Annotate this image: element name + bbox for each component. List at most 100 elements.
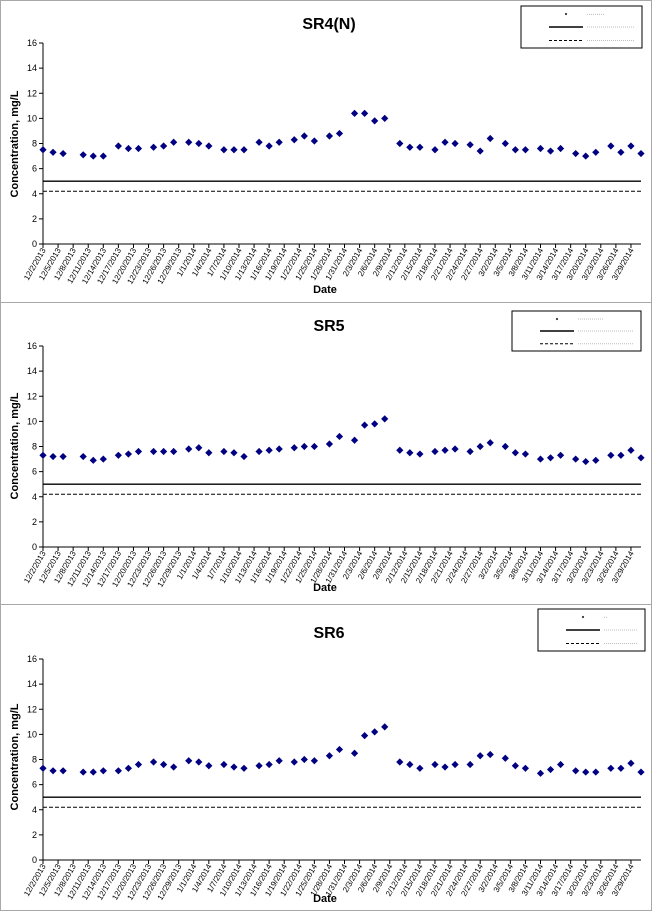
data-point	[240, 146, 248, 154]
chart-panel-sr5: SR5 Concentration, mg/L Date 0 2 4 6 8 10 12 14…	[0, 302, 652, 605]
data-point	[486, 750, 494, 759]
y-tick-label: 0	[32, 239, 37, 249]
data-point	[99, 767, 107, 775]
y-axis-label: Concentration, mg/L	[9, 90, 21, 197]
data-point	[521, 450, 530, 458]
data-point	[124, 450, 133, 458]
data-point	[451, 445, 459, 453]
data-point	[572, 149, 580, 158]
data-point	[59, 149, 67, 158]
data-point	[607, 764, 615, 772]
x-axis-label: Date	[313, 284, 337, 296]
data-point	[160, 760, 168, 769]
data-point	[637, 768, 645, 776]
data-point	[350, 109, 359, 117]
data-point	[205, 449, 213, 457]
data-point	[114, 767, 122, 775]
data-point	[185, 757, 193, 765]
data-point	[627, 446, 635, 454]
data-point	[99, 152, 107, 160]
data-point	[466, 141, 474, 149]
data-point	[350, 749, 359, 757]
data-point	[406, 449, 414, 457]
data-point	[572, 455, 580, 463]
y-tick-label: 8	[32, 139, 37, 149]
data-point	[466, 447, 474, 456]
y-tick-label: 0	[32, 542, 37, 552]
data-point	[170, 763, 178, 771]
data-point	[441, 446, 449, 454]
y-tick-label: 6	[32, 467, 37, 477]
data-point	[350, 436, 359, 444]
data-point	[416, 450, 424, 458]
data-point	[431, 447, 439, 456]
chart-sr5: SR5 Concentration, mg/L Date 0 2 4 6 8 10 12 14…	[9, 310, 645, 594]
data-point	[310, 757, 318, 765]
data-point	[441, 763, 449, 771]
data-point	[371, 728, 379, 736]
data-point	[361, 109, 369, 117]
data-point	[59, 452, 67, 461]
data-point	[89, 152, 97, 160]
data-point	[290, 136, 298, 144]
data-point	[195, 444, 203, 452]
data-point	[486, 439, 494, 447]
data-point	[592, 456, 600, 464]
y-tick-label: 14	[27, 63, 37, 73]
data-point	[627, 759, 635, 767]
y-tick-label: 6	[32, 780, 37, 790]
data-point	[114, 142, 122, 150]
data-point	[476, 752, 484, 760]
data-point	[396, 139, 404, 148]
data-point	[486, 134, 494, 143]
y-tick-label: 14	[27, 679, 37, 689]
data-point	[431, 146, 439, 154]
data-point	[240, 452, 248, 461]
chart-title: SR6	[313, 625, 344, 642]
data-point	[290, 444, 298, 452]
data-point	[546, 147, 555, 155]
data-point	[476, 147, 484, 155]
chart-sr4n: SR4(N) Concentration, mg/L Date 0 2 4 6 8 10 1…	[9, 5, 645, 296]
data-point	[220, 146, 228, 154]
y-tick-label: 12	[27, 391, 37, 401]
data-point	[572, 767, 580, 775]
data-point	[501, 139, 509, 148]
data-point	[637, 454, 645, 462]
data-point	[49, 767, 57, 775]
data-point	[451, 760, 459, 769]
data-point	[637, 149, 645, 158]
data-point	[371, 420, 379, 428]
data-point	[49, 148, 57, 156]
data-point	[441, 138, 449, 146]
data-point	[627, 142, 635, 150]
y-tick-label: 12	[27, 704, 37, 714]
data-point	[406, 143, 414, 151]
data-point	[185, 138, 193, 146]
data-point	[39, 764, 47, 772]
data-point	[205, 142, 213, 150]
data-point	[185, 445, 193, 453]
data-point	[89, 768, 97, 776]
data-point	[59, 767, 67, 775]
y-tick-label: 8	[32, 442, 37, 452]
y-tick-label: 6	[32, 164, 37, 174]
data-point	[255, 447, 263, 456]
data-point	[79, 768, 87, 776]
data-point	[556, 144, 565, 153]
y-axis-label: Concentration, mg/L	[9, 703, 21, 810]
data-point	[476, 442, 484, 451]
y-tick-label: 2	[32, 830, 37, 840]
data-point	[451, 139, 459, 148]
data-point	[124, 144, 133, 153]
data-point	[396, 446, 404, 454]
data-point	[310, 442, 318, 451]
data-point	[381, 114, 389, 122]
y-tick-label: 2	[32, 214, 37, 224]
y-tick-label: 12	[27, 88, 37, 98]
data-point	[290, 758, 298, 766]
chart-sr6: SR6 Concentration, mg/L Date 0 2 4 6 8 10 12 14…	[9, 608, 646, 905]
y-tick-label: 8	[32, 755, 37, 765]
x-axis-label: Date	[313, 893, 337, 905]
data-point	[170, 138, 178, 146]
